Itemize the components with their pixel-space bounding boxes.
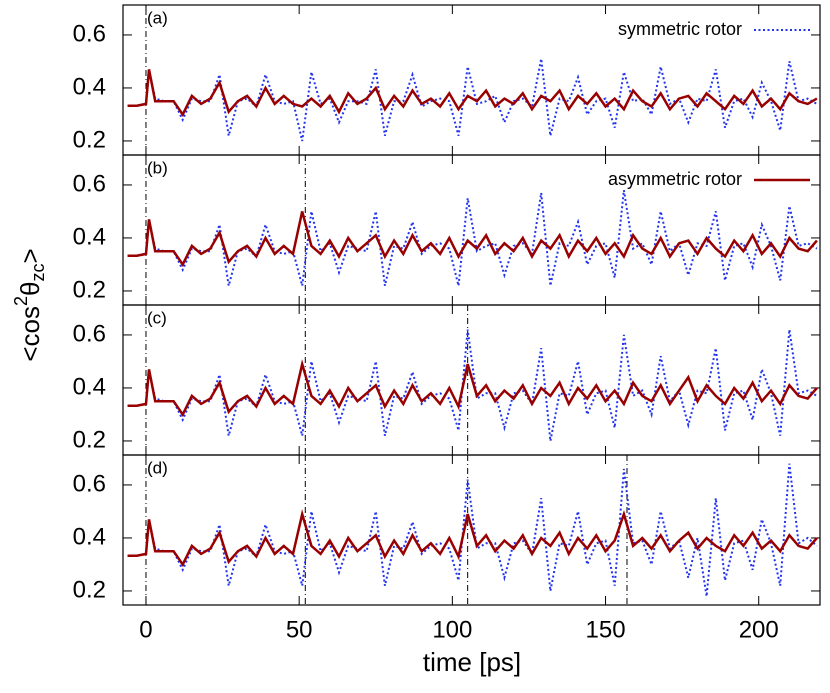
y-label-part: > bbox=[15, 248, 45, 263]
data-line bbox=[127, 190, 818, 286]
x-tick-label: 200 bbox=[739, 616, 779, 643]
panel-label: (c) bbox=[147, 308, 167, 327]
y-tick-label: 0.2 bbox=[73, 126, 106, 153]
data-line bbox=[127, 463, 818, 597]
y-tick-label: 0.6 bbox=[73, 170, 106, 197]
y-tick-label: 0.2 bbox=[73, 576, 106, 603]
x-tick-label: 0 bbox=[139, 616, 152, 643]
y-tick-label: 0.4 bbox=[73, 523, 106, 550]
x-tick-label: 150 bbox=[586, 616, 626, 643]
y-tick-label: 0.4 bbox=[73, 223, 106, 250]
y-tick-label: 0.6 bbox=[73, 470, 106, 497]
data-line bbox=[127, 69, 818, 117]
y-tick-label: 0.6 bbox=[73, 320, 106, 347]
y-tick-label: 0.4 bbox=[73, 373, 106, 400]
data-line bbox=[127, 509, 818, 567]
legend-label: symmetric rotor bbox=[618, 19, 742, 39]
panel-frame bbox=[122, 454, 821, 606]
y-tick-label: 0.2 bbox=[73, 426, 106, 453]
y-label-part: θ bbox=[15, 282, 45, 296]
x-tick-label: 50 bbox=[286, 616, 313, 643]
y-label-sub: zc bbox=[28, 264, 48, 282]
y-tick-label: 0.6 bbox=[73, 20, 106, 47]
legend-label: asymmetric rotor bbox=[608, 169, 742, 189]
y-tick-label: 0.4 bbox=[73, 73, 106, 100]
x-tick-label: 100 bbox=[432, 616, 472, 643]
data-line bbox=[127, 359, 818, 417]
y-label-sup: 2 bbox=[11, 296, 31, 306]
data-line bbox=[127, 329, 818, 442]
y-label-part: <cos bbox=[15, 306, 45, 362]
y-tick-label: 0.2 bbox=[73, 276, 106, 303]
x-axis-label: time [ps] bbox=[423, 647, 521, 677]
panel-label: (b) bbox=[147, 158, 168, 177]
panel-label: (a) bbox=[147, 8, 168, 27]
panel-label: (d) bbox=[147, 458, 168, 477]
data-line bbox=[127, 211, 818, 267]
y-axis-label: <cos2θzc> bbox=[11, 248, 48, 361]
